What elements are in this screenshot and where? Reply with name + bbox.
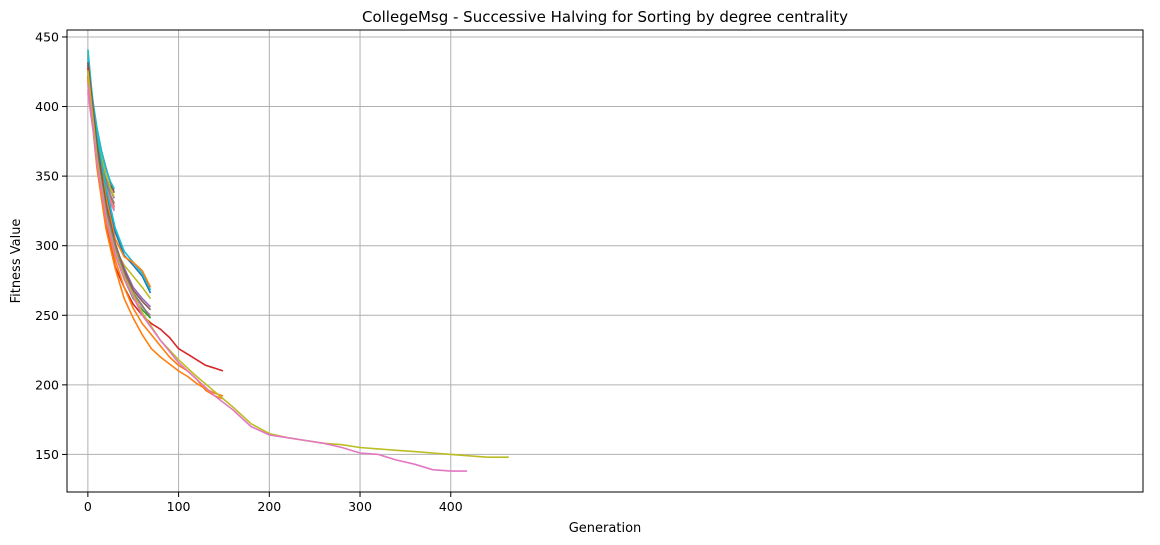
x-tick-label: 400 — [439, 499, 463, 514]
x-tick-label: 0 — [84, 499, 92, 514]
x-tick-label: 200 — [257, 499, 281, 514]
series-line-23 — [87, 73, 224, 400]
series-lines — [87, 49, 509, 472]
series-line-17 — [87, 61, 152, 311]
y-tick-label: 150 — [35, 447, 59, 462]
x-tick-label: 300 — [348, 499, 372, 514]
series-line-24 — [87, 70, 509, 459]
y-tick-label: 400 — [35, 99, 59, 114]
plot-frame — [66, 29, 1144, 493]
axis-ticks: 0 100 200 300 400 150 200 250 300 350 400 450 — [35, 29, 463, 514]
series-line-25 — [87, 84, 468, 472]
y-tick-label: 350 — [35, 169, 59, 184]
y-tick-label: 200 — [35, 377, 59, 392]
series-line-13 — [87, 59, 152, 291]
y-tick-label: 450 — [35, 29, 59, 44]
x-axis-label: Generation — [569, 521, 642, 536]
series-line-22 — [87, 78, 224, 397]
y-tick-label: 300 — [35, 238, 59, 253]
gridlines — [67, 30, 1143, 492]
chart-title: CollegeMsg - Successive Halving for Sort… — [362, 8, 848, 26]
y-axis-label: Fitness Value — [9, 219, 24, 304]
y-tick-label: 250 — [35, 308, 59, 323]
x-tick-label: 100 — [167, 499, 191, 514]
